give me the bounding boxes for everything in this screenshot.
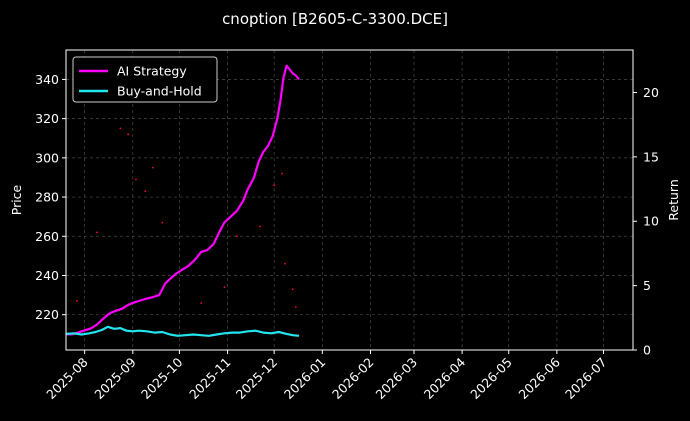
signal-marker bbox=[259, 225, 262, 228]
series-line-ai-strategy bbox=[66, 64, 300, 336]
signal-marker bbox=[223, 286, 226, 289]
plot-frame bbox=[65, 49, 634, 351]
y2-tick-label: 15 bbox=[643, 149, 659, 164]
legend: AI Strategy Buy-and-Hold bbox=[72, 56, 218, 103]
y-tick-label: 280 bbox=[35, 190, 59, 205]
y2-tick-label: 5 bbox=[643, 278, 651, 293]
series-layer bbox=[65, 64, 300, 337]
y2-tick-label: 10 bbox=[643, 214, 659, 229]
signal-marker bbox=[291, 288, 294, 291]
signal-marker bbox=[284, 262, 286, 265]
y-tick-label: 320 bbox=[35, 111, 59, 126]
signal-marker bbox=[119, 127, 122, 130]
legend-label-ai-strategy: AI Strategy bbox=[117, 64, 187, 79]
signal-marker bbox=[152, 166, 154, 169]
y2-tick-label: 20 bbox=[643, 85, 659, 100]
signal-markers bbox=[75, 127, 297, 308]
y2-tick-label: 0 bbox=[643, 343, 651, 358]
signal-marker bbox=[127, 133, 130, 136]
y2-axis-label: Return bbox=[666, 179, 681, 220]
signal-marker bbox=[161, 221, 164, 224]
chart-title: cnoption [B2605-C-3300.DCE] bbox=[222, 10, 448, 28]
legend-label-buy-and-hold: Buy-and-Hold bbox=[117, 84, 202, 99]
y-tick-label: 260 bbox=[35, 229, 59, 244]
signal-marker bbox=[135, 178, 137, 181]
legend-box bbox=[72, 56, 218, 103]
y-tick-label: 340 bbox=[35, 72, 59, 87]
signal-marker bbox=[96, 231, 98, 234]
right-axis: 0 5 10 15 20 bbox=[633, 85, 659, 358]
signal-marker bbox=[273, 184, 276, 187]
signal-marker bbox=[144, 190, 147, 193]
y-tick-label: 240 bbox=[35, 268, 59, 283]
signal-marker bbox=[75, 300, 78, 302]
signal-marker bbox=[200, 302, 203, 304]
signal-marker bbox=[281, 172, 283, 175]
y-axis-label: Price bbox=[9, 184, 24, 215]
left-axis: 220 240 260 280 300 320 340 bbox=[35, 72, 66, 322]
y-tick-label: 300 bbox=[35, 150, 59, 165]
signal-marker bbox=[295, 305, 297, 308]
series-line-buy-and-hold bbox=[65, 325, 300, 337]
y-tick-label: 220 bbox=[35, 307, 59, 322]
signal-marker bbox=[235, 235, 238, 238]
